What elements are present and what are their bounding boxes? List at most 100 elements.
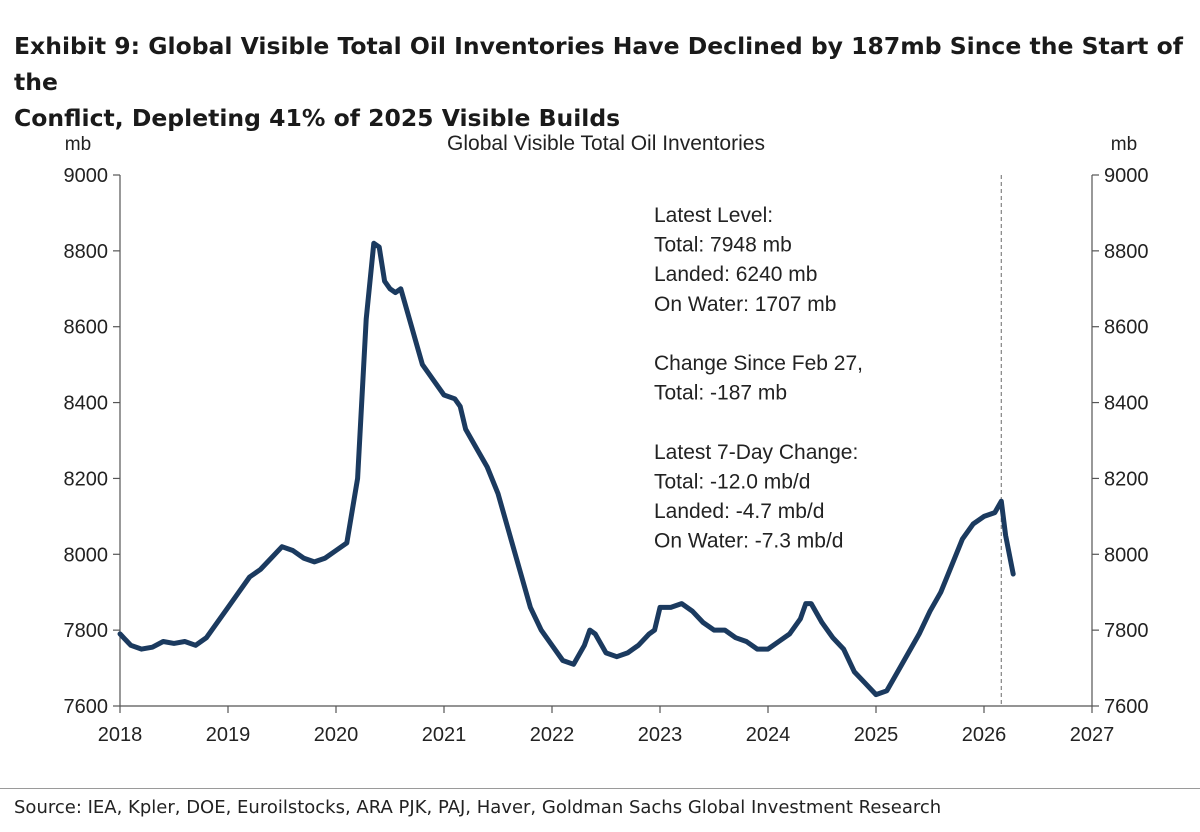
x-tick-label: 2019 — [206, 724, 251, 746]
data-point — [831, 636, 835, 640]
chart-title: Global Visible Total Oil Inventories — [447, 132, 765, 155]
data-point — [550, 643, 554, 647]
data-point — [194, 643, 198, 647]
data-point — [372, 241, 376, 245]
data-point — [809, 602, 813, 606]
annotation-line: Latest 7-Day Change: — [654, 441, 858, 464]
data-point — [653, 628, 657, 632]
data-point — [636, 643, 641, 647]
y-tick-label-right: 8000 — [1104, 544, 1149, 566]
data-point — [161, 639, 165, 644]
data-point — [593, 632, 597, 636]
x-tick-label: 2022 — [530, 724, 575, 746]
data-point — [383, 279, 387, 283]
annotation-line: Landed: -4.7 mb/d — [654, 500, 824, 523]
annotation-line: Total: -187 mb — [654, 382, 787, 405]
data-point — [237, 590, 241, 594]
data-point — [804, 602, 808, 606]
data-point — [1011, 572, 1015, 576]
x-tick-label: 2026 — [962, 724, 1007, 746]
data-point — [129, 643, 133, 647]
y-tick-label-left: 8400 — [64, 393, 109, 415]
y-axis-label-left: mb — [65, 134, 91, 155]
data-point — [734, 636, 738, 640]
exhibit-title: Exhibit 9: Global Visible Total Oil Inve… — [14, 28, 1189, 136]
data-point — [982, 514, 986, 519]
data-point — [474, 446, 478, 450]
data-point — [393, 291, 397, 295]
series-layer — [117, 240, 1016, 698]
data-point — [885, 689, 889, 693]
data-point — [723, 628, 727, 632]
data-point — [960, 537, 965, 541]
y-tick-label-left: 8000 — [64, 544, 109, 566]
data-point — [798, 617, 803, 621]
data-point — [971, 522, 975, 526]
x-tick-label: 2020 — [314, 724, 359, 746]
y-tick-label-left: 9000 — [64, 165, 109, 187]
data-point — [842, 647, 846, 651]
data-point — [323, 556, 327, 560]
x-tick-label: 2021 — [422, 724, 467, 746]
y-tick-label-left: 7600 — [64, 696, 109, 718]
data-point — [458, 404, 462, 408]
data-point — [561, 658, 565, 663]
data-point — [582, 643, 587, 647]
y-axis-label-right: mb — [1111, 134, 1137, 155]
data-point — [999, 499, 1003, 503]
data-point — [496, 492, 500, 496]
x-tick-label: 2027 — [1070, 724, 1115, 746]
data-point — [464, 427, 468, 431]
data-point — [258, 567, 262, 572]
y-tick-label-right: 8600 — [1104, 317, 1149, 339]
series-line-inventories — [117, 240, 1016, 698]
data-point — [118, 632, 122, 636]
annotation-line: On Water: -7.3 mb/d — [654, 530, 843, 553]
y-ticks-left: 7600 7800 8000 8200 8400 8600 8800 9000 — [64, 165, 120, 718]
data-point — [604, 651, 608, 655]
data-point — [588, 628, 592, 632]
chart-frame — [119, 175, 1093, 707]
data-point — [777, 639, 781, 644]
data-point — [388, 287, 392, 291]
data-point — [744, 639, 749, 644]
data-point — [755, 647, 759, 651]
data-point — [1004, 533, 1008, 537]
data-point — [140, 647, 144, 651]
exhibit-title-line1: Exhibit 9: Global Visible Total Oil Inve… — [14, 32, 1183, 96]
data-point — [172, 641, 176, 646]
data-point — [658, 605, 662, 610]
data-point — [896, 670, 900, 674]
annotation-line: On Water: 1707 mb — [654, 293, 836, 316]
data-point — [993, 510, 997, 515]
data-point — [615, 655, 619, 659]
y-tick-label-right: 8400 — [1104, 393, 1149, 415]
annotation-line: Total: -12.0 mb/d — [654, 470, 810, 493]
annotation-line: Change Since Feb 27, — [654, 352, 863, 375]
data-point — [539, 628, 543, 632]
data-point — [766, 647, 770, 651]
y-tick-label-left: 8800 — [64, 241, 109, 263]
y-tick-label-right: 8200 — [1104, 468, 1149, 490]
y-tick-label-left: 8200 — [64, 468, 109, 490]
data-point — [788, 632, 792, 636]
data-point — [852, 670, 857, 674]
data-point — [690, 609, 695, 613]
data-point — [485, 465, 489, 469]
x-tick-label: 2023 — [638, 724, 683, 746]
data-point — [917, 632, 921, 636]
data-point — [680, 602, 684, 606]
data-point — [626, 651, 630, 655]
data-point — [647, 632, 651, 636]
data-point — [410, 325, 414, 329]
data-point — [572, 662, 576, 666]
annotation-line: Landed: 6240 mb — [654, 263, 817, 286]
data-point — [280, 545, 284, 549]
y-tick-label-left: 7800 — [64, 620, 109, 642]
data-point — [939, 590, 943, 594]
data-point — [226, 605, 230, 610]
data-point — [334, 548, 338, 553]
data-point — [248, 575, 252, 579]
y-tick-label-right: 8800 — [1104, 241, 1149, 263]
data-point — [377, 245, 381, 249]
